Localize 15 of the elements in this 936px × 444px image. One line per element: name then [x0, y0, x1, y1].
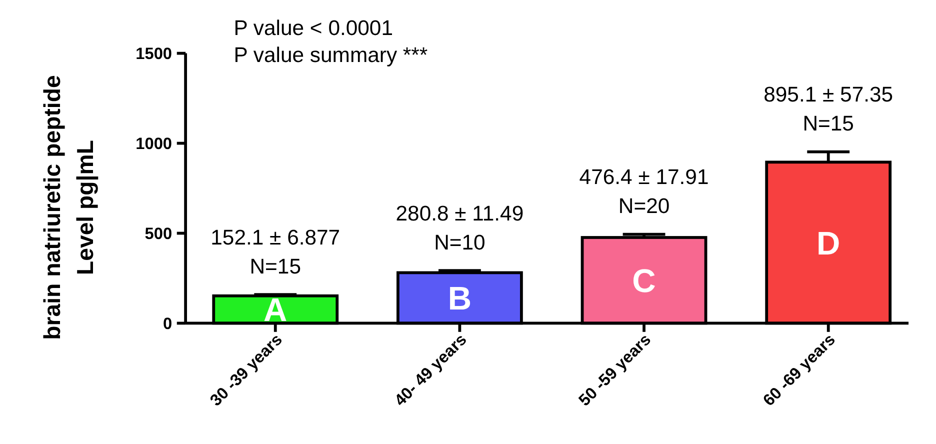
- y-axis-title: brain natriuretic peptide Level pg|mL: [39, 75, 100, 340]
- annotation: B: [448, 280, 472, 317]
- data-label: 895.1 ± 57.35 N=15: [764, 84, 894, 136]
- data-label: 280.8 ± 11.49 N=10: [396, 202, 524, 254]
- annotation: C: [632, 262, 656, 299]
- y-tick-label: 1500: [136, 45, 172, 64]
- y-tick-label: 0: [162, 315, 172, 333]
- text: P value < 0.0001: [234, 16, 394, 40]
- annotation: P value summary ***: [234, 44, 428, 67]
- annotation: D: [816, 224, 840, 262]
- y-tick-label: 500: [144, 225, 172, 244]
- y-tick-label: 1000: [136, 135, 172, 154]
- annotation: A: [264, 291, 288, 328]
- data-label: 476.4 ± 17.91 N=20: [579, 166, 709, 218]
- data-label: 152.1 ± 6.877 N=15: [210, 226, 340, 278]
